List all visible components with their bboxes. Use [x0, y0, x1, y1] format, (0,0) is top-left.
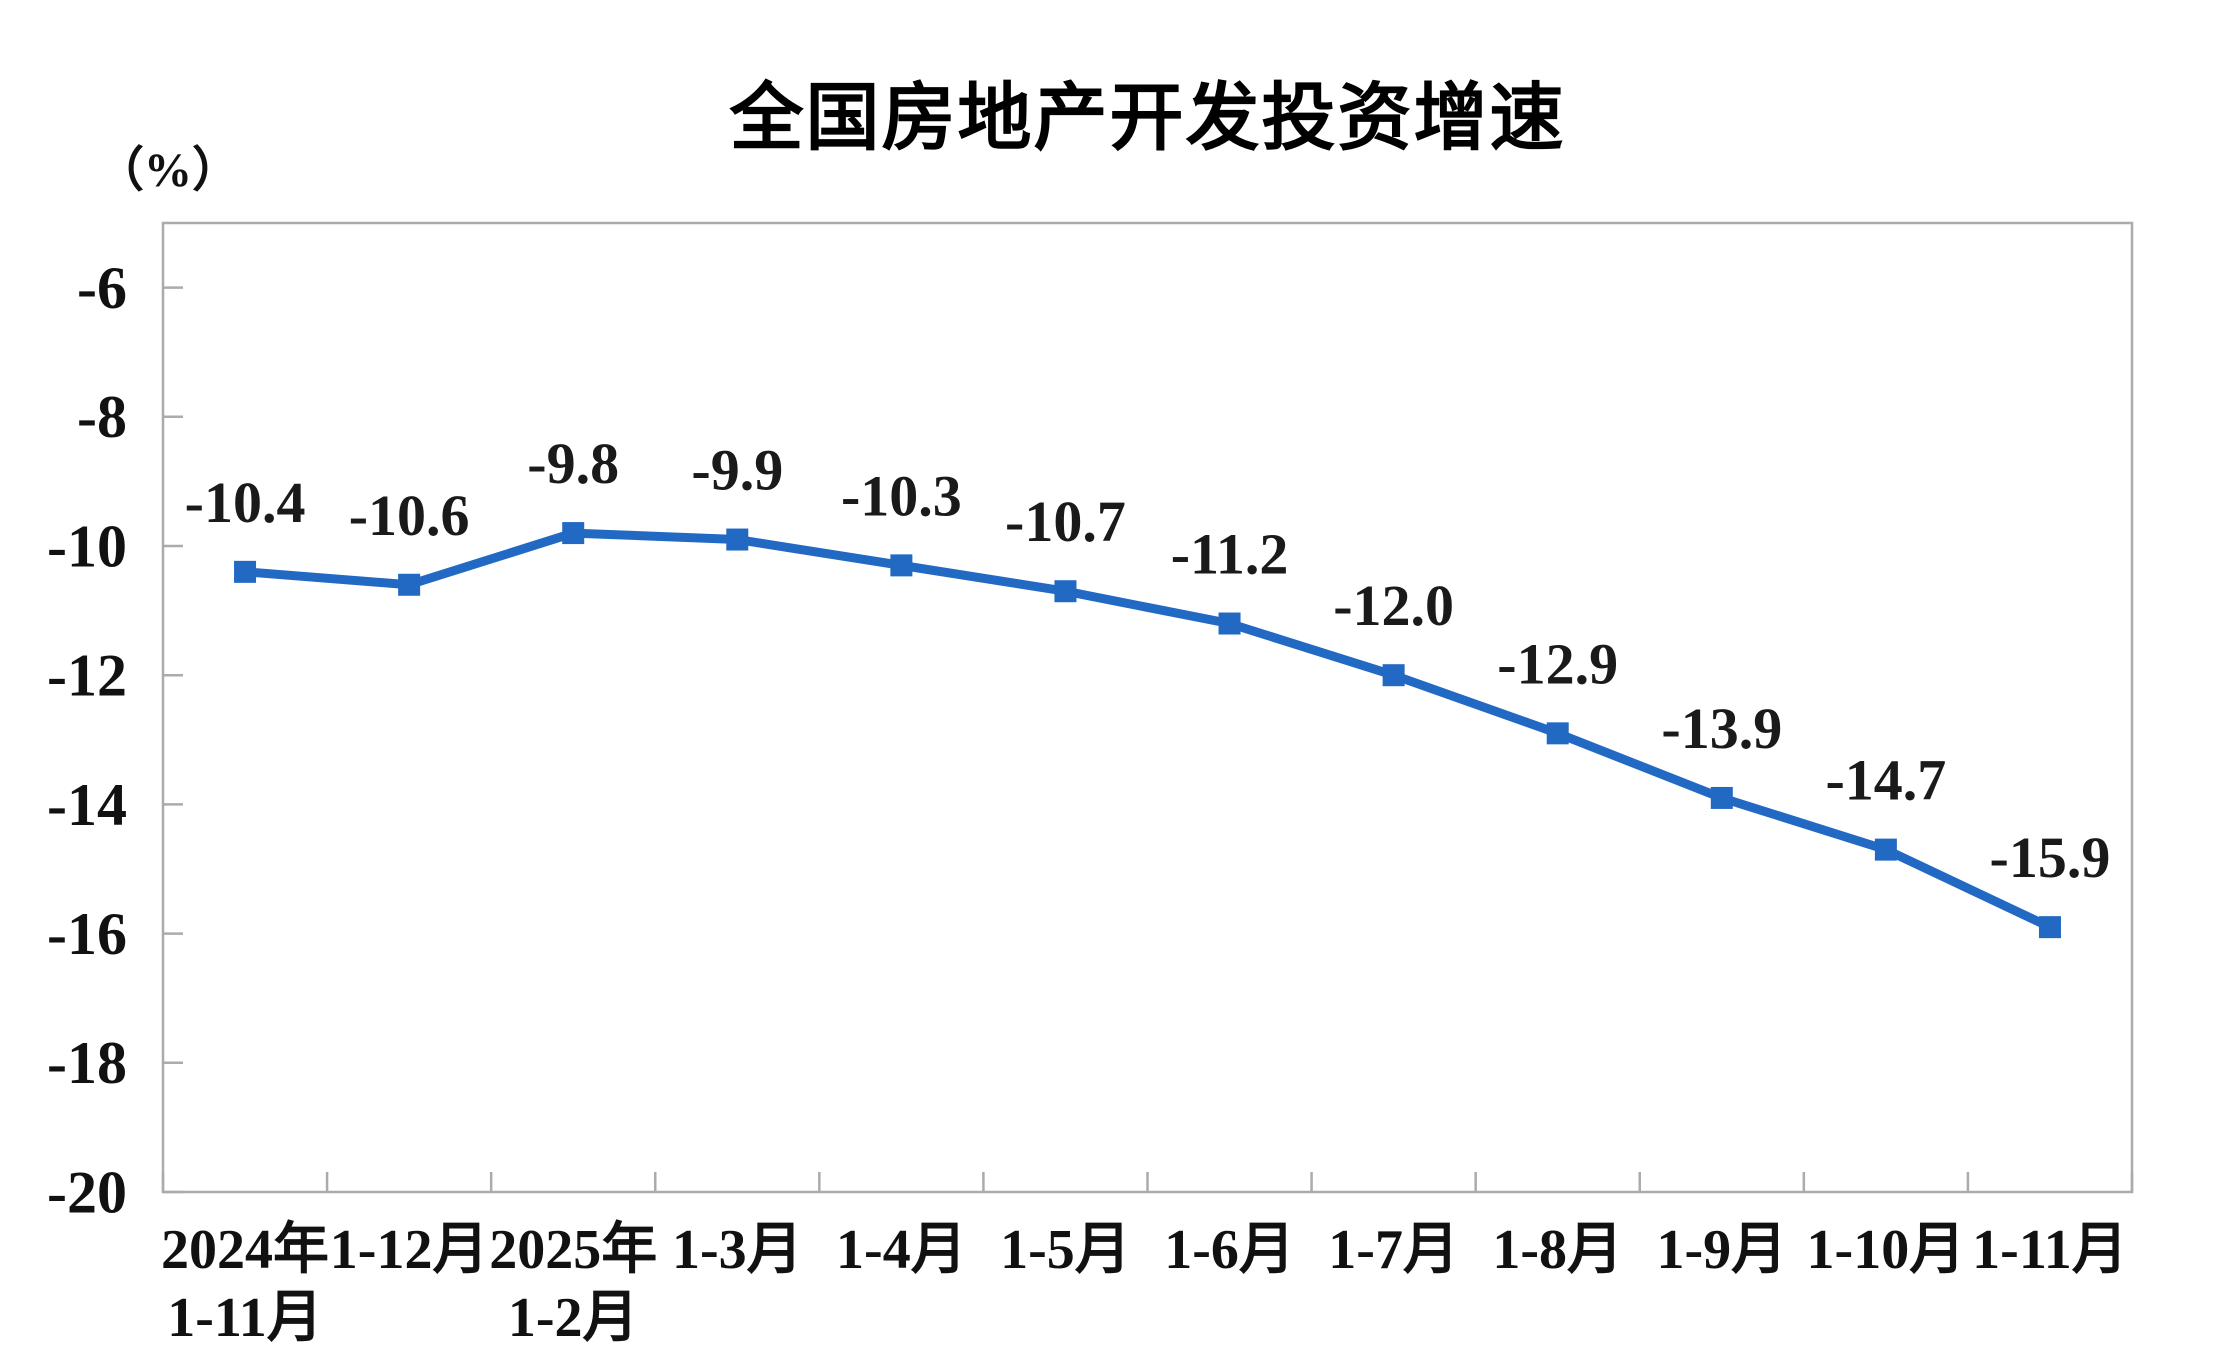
data-point-marker	[234, 560, 257, 583]
data-point-marker	[1874, 838, 1897, 861]
data-point-label: -9.9	[691, 438, 783, 503]
y-tick-label: -20	[47, 1159, 127, 1225]
data-point-marker	[726, 528, 749, 551]
y-tick-label: -14	[47, 772, 127, 838]
y-axis-unit-label: （%）	[96, 144, 241, 197]
data-point-marker	[1218, 612, 1241, 635]
data-point-label: -14.7	[1825, 748, 1946, 813]
x-tick-label: 1-6月	[1164, 1219, 1295, 1281]
y-tick-label: -12	[47, 643, 127, 709]
x-tick-label: 1-5月	[1000, 1219, 1131, 1281]
y-tick-label: -16	[47, 901, 127, 967]
y-tick-label: -6	[77, 255, 127, 321]
y-tick-label: -8	[77, 384, 127, 450]
chart-title: 全国房地产开发投资增速	[729, 75, 1566, 161]
data-point-label: -12.0	[1333, 573, 1454, 638]
x-tick-label: 1-2月	[508, 1287, 639, 1349]
data-point-label: -13.9	[1661, 696, 1782, 761]
plot-border	[161, 221, 2134, 1194]
x-tick-label: 2025年	[489, 1219, 657, 1281]
data-point-label: -10.3	[841, 463, 962, 528]
data-point-marker	[2038, 916, 2061, 939]
data-point-label: -10.7	[1005, 489, 1126, 554]
x-tick-label: 1-7月	[1328, 1219, 1459, 1281]
x-tick-label: 1-11月	[1972, 1219, 2128, 1281]
x-tick-label: 1-10月	[1807, 1219, 1966, 1281]
data-point-marker	[1546, 722, 1569, 745]
x-tick-label: 1-3月	[672, 1219, 803, 1281]
data-point-label: -15.9	[1990, 825, 2111, 890]
data-point-label: -9.8	[527, 431, 619, 496]
data-point-label: -10.6	[349, 483, 470, 548]
x-tick-label: 1-11月	[167, 1287, 323, 1349]
data-point-label: -12.9	[1497, 631, 1618, 696]
data-point-marker	[1710, 786, 1733, 809]
data-point-marker	[1382, 664, 1405, 687]
data-point-label: -10.4	[185, 470, 306, 535]
x-tick-label: 1-4月	[836, 1219, 967, 1281]
y-tick-label: -18	[47, 1030, 127, 1096]
data-series-line	[240, 528, 2055, 932]
data-point-marker	[562, 522, 585, 545]
x-tick-label: 1-12月	[330, 1219, 489, 1281]
data-point-marker	[398, 573, 421, 596]
x-tick-label: 1-9月	[1656, 1219, 1787, 1281]
x-tick-label: 1-8月	[1492, 1219, 1623, 1281]
x-tick-label: 2024年	[161, 1219, 329, 1281]
data-point-label: -11.2	[1171, 522, 1289, 587]
data-point-marker	[890, 554, 913, 577]
data-point-marker	[1054, 580, 1077, 603]
y-tick-label: -10	[47, 513, 127, 579]
